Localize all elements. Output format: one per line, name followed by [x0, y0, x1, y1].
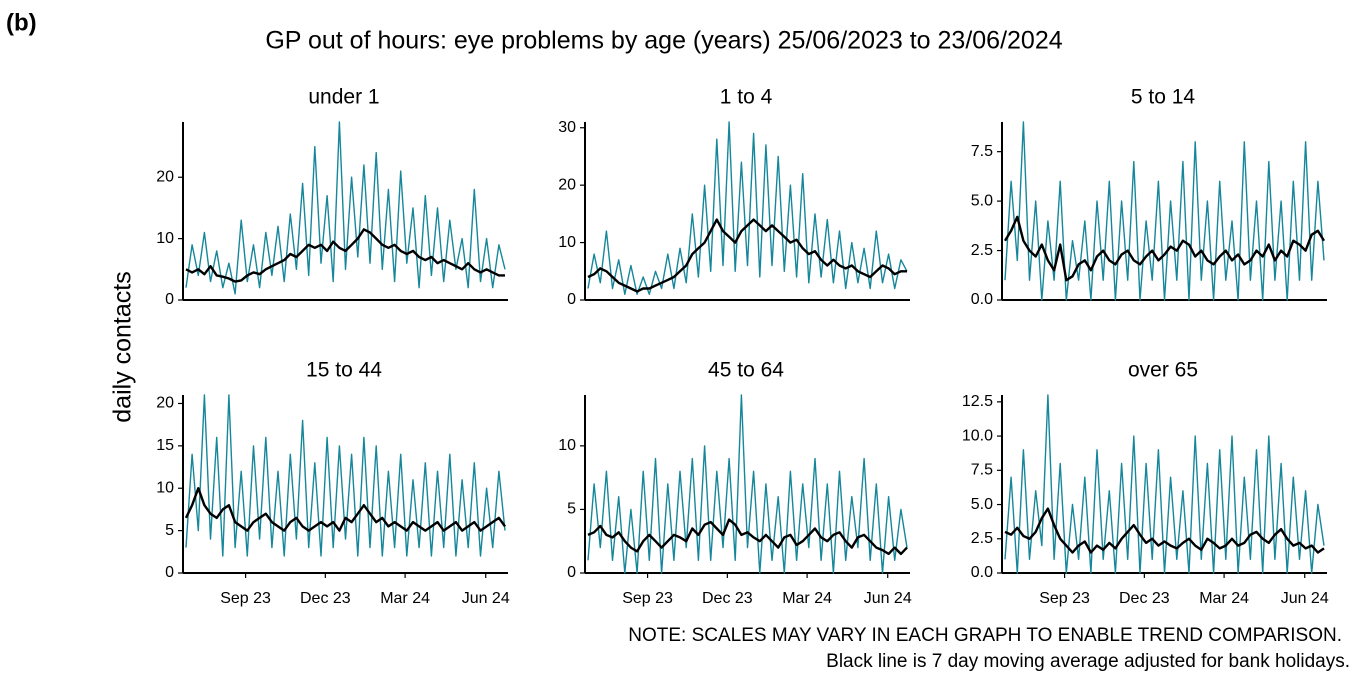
x-tick-label: Jun 24: [1281, 590, 1329, 607]
x-tick-label: Jun 24: [462, 590, 510, 607]
moving-average-line: [1004, 507, 1325, 554]
y-tick-label: 0.0: [971, 564, 993, 581]
y-tick-label: 20: [156, 395, 174, 412]
facet-title: 45 to 64: [708, 359, 784, 382]
y-tick-label: 0: [567, 291, 576, 308]
x-tick-label: Dec 23: [702, 590, 753, 607]
y-tick-label: 5.0: [971, 496, 993, 513]
x-tick-label: Jun 24: [864, 590, 912, 607]
y-axis-label: daily contacts: [109, 271, 137, 422]
facet-title: 15 to 44: [306, 359, 382, 382]
y-tick-label: 2.5: [971, 530, 993, 547]
y-tick-label: 0.0: [971, 291, 993, 308]
moving-average-line: [1003, 215, 1326, 282]
moving-average-line: [587, 518, 908, 556]
x-tick-label: Sep 23: [220, 590, 271, 607]
y-tick-label: 10: [156, 230, 174, 247]
y-tick-label: 10.0: [962, 427, 993, 444]
y-tick-label: 7.5: [971, 143, 993, 160]
facet-title: 1 to 4: [720, 86, 773, 109]
daily-line: [1004, 121, 1325, 301]
daily-line: [185, 394, 506, 557]
x-tick-label: Sep 23: [1039, 590, 1090, 607]
y-tick-label: 7.5: [971, 462, 993, 479]
y-tick-label: 30: [558, 119, 576, 136]
y-tick-label: 2.5: [971, 242, 993, 259]
y-tick-label: 0: [165, 291, 174, 308]
chart-title: GP out of hours: eye problems by age (ye…: [265, 27, 1062, 55]
y-tick-label: 20: [558, 176, 576, 193]
daily-line: [1004, 394, 1325, 574]
panel-label: (b): [6, 9, 37, 36]
x-tick-label: Dec 23: [300, 590, 351, 607]
facet-title: under 1: [308, 86, 379, 109]
x-tick-label: Mar 24: [1199, 590, 1249, 607]
daily-line: [587, 394, 908, 574]
y-tick-label: 5.0: [971, 192, 993, 209]
facet-title: 5 to 14: [1131, 86, 1196, 109]
note: Black line is 7 day moving average adjus…: [826, 651, 1350, 672]
moving-average-line: [185, 228, 505, 283]
y-tick-label: 10: [558, 437, 576, 454]
y-tick-label: 5: [165, 522, 174, 539]
daily-line: [587, 121, 908, 295]
y-tick-label: 0: [165, 564, 174, 581]
y-tick-label: 5: [567, 501, 576, 518]
moving-average-line: [184, 487, 506, 532]
x-tick-label: Sep 23: [622, 590, 673, 607]
y-tick-label: 20: [156, 168, 174, 185]
note: NOTE: SCALES MAY VARY IN EACH GRAPH TO E…: [628, 625, 1342, 646]
x-tick-label: Mar 24: [380, 590, 430, 607]
moving-average-line: [587, 218, 907, 293]
y-tick-label: 10: [156, 479, 174, 496]
y-tick-label: 10: [558, 234, 576, 251]
facet-title: over 65: [1128, 359, 1198, 382]
x-tick-label: Mar 24: [782, 590, 832, 607]
y-tick-label: 15: [156, 437, 174, 454]
daily-line: [185, 121, 506, 295]
x-tick-label: Dec 23: [1119, 590, 1170, 607]
y-tick-label: 0: [567, 564, 576, 581]
y-tick-label: 12.5: [962, 393, 993, 410]
